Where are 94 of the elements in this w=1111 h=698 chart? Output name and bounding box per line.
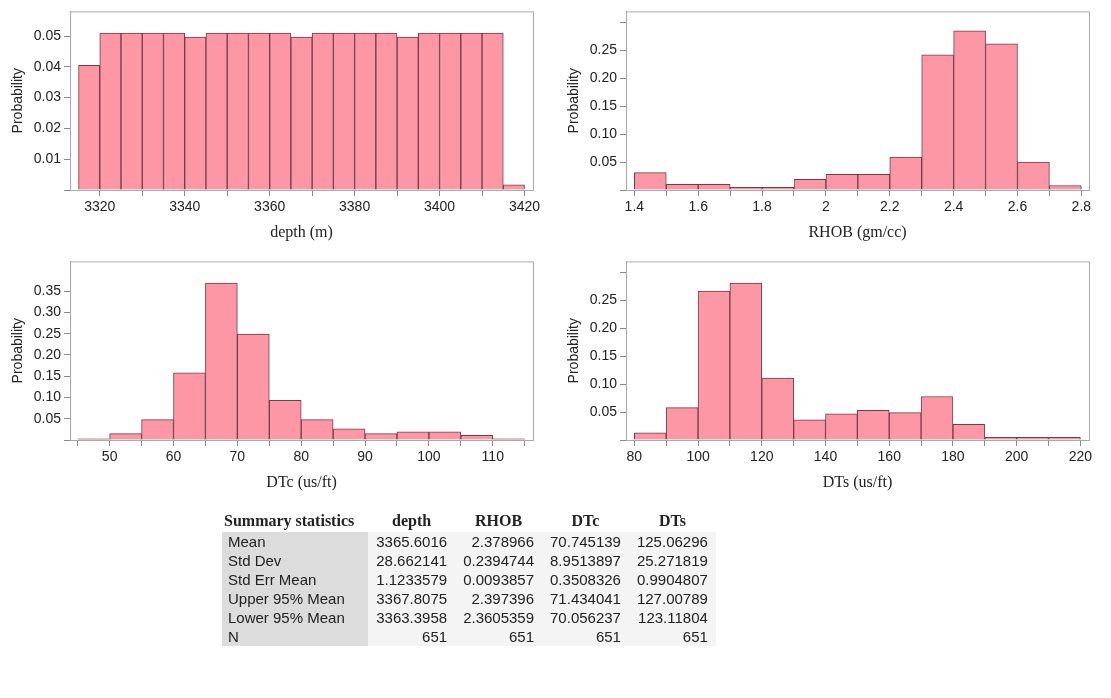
y-tick-label: 0.25 bbox=[589, 291, 618, 308]
x-tick-label: 80 bbox=[626, 448, 643, 465]
x-tick-label: 70 bbox=[229, 448, 246, 465]
x-tick-label: 100 bbox=[417, 448, 441, 465]
text: 651 bbox=[509, 628, 535, 645]
y-tick-label: 0.20 bbox=[33, 345, 62, 362]
y-tick-label: 0.03 bbox=[33, 88, 62, 105]
y-axis-title: Probability bbox=[565, 318, 582, 384]
y-tick-label: 0.15 bbox=[33, 367, 62, 384]
text: 0.3508326 bbox=[550, 571, 621, 588]
category-label: DTs bbox=[657, 511, 687, 531]
category-label: Std Dev bbox=[228, 552, 282, 569]
y-tick-label: 0.04 bbox=[33, 57, 62, 74]
text: 651 bbox=[422, 628, 448, 645]
text: 25.271819 bbox=[636, 552, 708, 569]
text: 651 bbox=[595, 628, 621, 645]
y-tick-label: 0.20 bbox=[589, 69, 618, 86]
x-tick-label: 200 bbox=[1004, 448, 1029, 465]
x-tick-label: 1.6 bbox=[688, 198, 709, 215]
x-tick-label: 2.8 bbox=[1071, 198, 1092, 215]
category-label: Lower 95% Mean bbox=[228, 609, 345, 626]
x-tick-label: 3320 bbox=[84, 198, 116, 215]
x-tick-label: 220 bbox=[1068, 448, 1093, 465]
y-axis-title: Probability bbox=[9, 68, 26, 134]
text: 3365.6016 bbox=[376, 533, 448, 550]
y-tick-label: 0.05 bbox=[33, 26, 62, 43]
y-tick-label: 0.10 bbox=[589, 125, 618, 142]
text: 0.9904807 bbox=[636, 571, 708, 588]
text: 70.745139 bbox=[550, 533, 621, 550]
text: 123.11804 bbox=[638, 609, 708, 626]
y-tick-label: 0.05 bbox=[33, 409, 62, 426]
y-tick-label: 0.15 bbox=[589, 347, 618, 364]
x-axis-title: DTc (us/ft) bbox=[266, 472, 337, 491]
y-tick-label: 0.02 bbox=[33, 119, 62, 136]
x-tick-label: 2.4 bbox=[943, 198, 964, 215]
x-axis-title: depth (m) bbox=[270, 222, 333, 241]
text: 125.06296 bbox=[636, 533, 708, 550]
x-tick-label: 100 bbox=[686, 448, 710, 465]
text: 2.397396 bbox=[471, 590, 535, 607]
category-label: Std Err Mean bbox=[228, 571, 317, 588]
y-tick-label: 0.30 bbox=[33, 303, 62, 320]
x-tick-label: 3400 bbox=[423, 198, 456, 215]
x-axis-title: RHOB (gm/cc) bbox=[808, 222, 907, 241]
x-tick-label: 140 bbox=[813, 448, 838, 465]
y-tick-label: 0.25 bbox=[33, 324, 62, 341]
y-axis-title: Probability bbox=[565, 68, 582, 134]
category-label: N bbox=[228, 628, 239, 645]
text: 0.0093857 bbox=[463, 571, 535, 588]
y-tick-label: 0.35 bbox=[33, 282, 62, 299]
y-axis-title: Probability bbox=[9, 318, 26, 384]
x-tick-label: 1.4 bbox=[624, 198, 645, 215]
y-tick-label: 0.20 bbox=[589, 319, 618, 336]
text: 71.434041 bbox=[550, 590, 621, 607]
x-tick-label: 3360 bbox=[254, 198, 286, 215]
y-tick-label: 0.15 bbox=[589, 97, 618, 114]
text: 1.1233579 bbox=[376, 571, 448, 588]
x-tick-label: 2.2 bbox=[880, 198, 900, 215]
text: 70.056237 bbox=[550, 609, 621, 626]
x-tick-label: 90 bbox=[357, 448, 374, 465]
text: 2.378966 bbox=[471, 533, 535, 550]
text: Summary statistics bbox=[223, 511, 356, 532]
x-tick-label: 120 bbox=[750, 448, 774, 465]
category-label: depth bbox=[391, 511, 433, 532]
x-axis-title: DTs (us/ft) bbox=[822, 472, 893, 491]
text: 0.2394744 bbox=[463, 552, 535, 569]
text: 3367.8075 bbox=[376, 590, 448, 607]
x-tick-label: 2.6 bbox=[1007, 198, 1028, 215]
x-tick-label: 3420 bbox=[508, 198, 541, 215]
x-tick-label: 3380 bbox=[339, 198, 371, 215]
text: 8.9513897 bbox=[550, 552, 621, 569]
y-tick-label: 0.25 bbox=[589, 41, 618, 58]
x-tick-label: 2 bbox=[822, 198, 831, 215]
x-tick-label: 110 bbox=[481, 448, 505, 465]
text: 28.662141 bbox=[376, 552, 448, 569]
category-label: DTc bbox=[570, 511, 601, 531]
category-label: Mean bbox=[228, 533, 266, 550]
y-tick-label: 0.05 bbox=[589, 402, 618, 419]
x-tick-label: 60 bbox=[165, 448, 182, 465]
category-label: Upper 95% Mean bbox=[228, 590, 345, 607]
x-tick-label: 50 bbox=[101, 448, 118, 465]
y-tick-label: 0.10 bbox=[33, 388, 62, 405]
text: 2.3605359 bbox=[463, 609, 535, 626]
y-tick-label: 0.10 bbox=[589, 375, 618, 392]
x-tick-label: 180 bbox=[941, 448, 965, 465]
y-tick-label: 0.01 bbox=[33, 150, 62, 167]
x-tick-label: 3340 bbox=[169, 198, 201, 215]
text: 127.00789 bbox=[636, 590, 708, 607]
x-tick-label: 80 bbox=[293, 448, 310, 465]
text: 3363.3958 bbox=[376, 609, 448, 626]
y-tick-label: 0.05 bbox=[589, 152, 618, 169]
text: 651 bbox=[682, 628, 708, 645]
category-label: RHOB bbox=[474, 511, 524, 531]
x-tick-label: 1.8 bbox=[752, 198, 772, 215]
x-tick-label: 160 bbox=[877, 448, 902, 465]
